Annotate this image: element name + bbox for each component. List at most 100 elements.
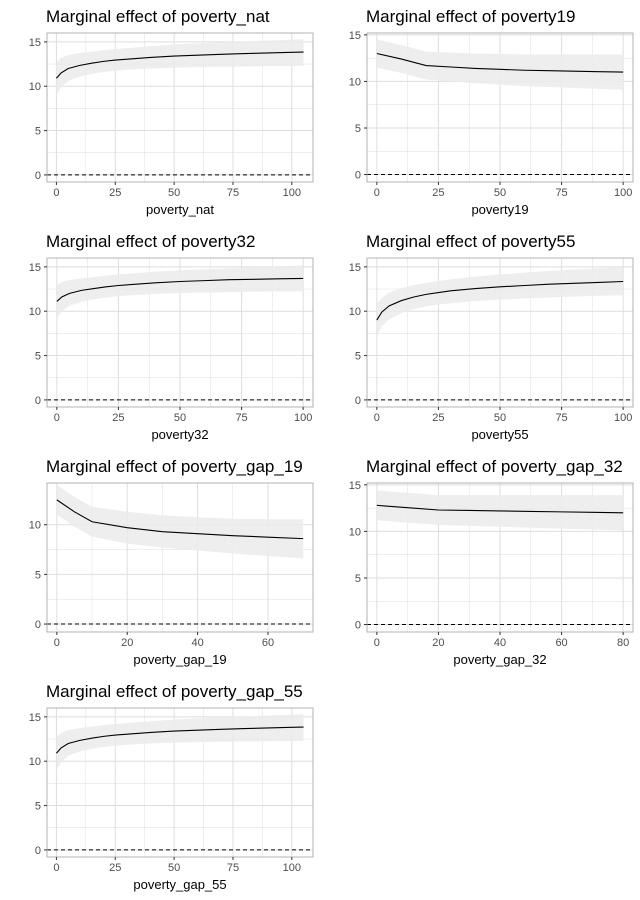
effect-line xyxy=(56,51,304,79)
x-tick-label: 100 xyxy=(283,187,301,199)
x-tick-label: 0 xyxy=(374,187,380,199)
x-tick-label: 60 xyxy=(555,637,567,649)
x-tick-label: 100 xyxy=(614,187,632,199)
y-tick-label: 5 xyxy=(35,801,41,813)
y-tick-label: 15 xyxy=(349,30,361,42)
y-tick-label: 0 xyxy=(355,395,361,407)
chart-svg: Marginal effect of poverty_gap_19 0 20 40 60… xyxy=(29,457,314,667)
y-tick-label: 5 xyxy=(355,573,361,585)
x-axis-title: poverty19 xyxy=(471,202,528,217)
x-tick-label: 25 xyxy=(109,862,121,874)
chart-panel-poverty-gap-19: Marginal effect of poverty_gap_19 0 20 40 60… xyxy=(0,450,320,675)
x-tick-label: 60 xyxy=(262,637,274,649)
y-tick-label: 15 xyxy=(29,712,41,724)
x-tick-label: 75 xyxy=(555,412,567,424)
y-tick-label: 10 xyxy=(29,756,41,768)
effect-line xyxy=(56,499,304,540)
x-tick-label: 75 xyxy=(227,862,239,874)
x-tick-label: 80 xyxy=(617,637,629,649)
x-tick-label: 0 xyxy=(374,637,380,649)
y-tick-label: 0 xyxy=(355,620,361,632)
x-tick-label: 100 xyxy=(294,412,312,424)
x-tick-label: 25 xyxy=(109,187,121,199)
effect-line xyxy=(376,280,624,321)
chart-svg: Marginal effect of poverty_gap_32 0 20 40 60… xyxy=(349,457,634,667)
x-axis-title: poverty_gap_55 xyxy=(133,877,226,892)
y-tick-label: 10 xyxy=(349,526,361,538)
y-tick-label: 0 xyxy=(35,845,41,857)
chart-title: Marginal effect of poverty_gap_19 xyxy=(46,457,303,476)
chart-panel-poverty32: Marginal effect of poverty32 0 25 50 75 100 0 5… xyxy=(0,225,320,450)
confidence-band xyxy=(376,39,624,90)
x-tick-label: 0 xyxy=(374,412,380,424)
x-tick-label: 100 xyxy=(614,412,632,424)
chart-title: Marginal effect of poverty_nat xyxy=(46,7,270,26)
x-tick-label: 0 xyxy=(53,187,59,199)
confidence-band xyxy=(56,484,304,559)
x-axis-title: poverty55 xyxy=(471,427,528,442)
effect-line xyxy=(376,52,624,73)
x-tick-label: 40 xyxy=(191,637,203,649)
y-tick-label: 10 xyxy=(29,520,41,532)
chart-svg: Marginal effect of poverty19 0 25 50 75 100 0 5… xyxy=(349,7,634,217)
x-tick-label: 25 xyxy=(112,412,124,424)
y-tick-label: 10 xyxy=(29,306,41,318)
x-tick-label: 75 xyxy=(555,187,567,199)
x-tick-label: 50 xyxy=(494,187,506,199)
x-tick-label: 0 xyxy=(53,862,59,874)
x-tick-label: 75 xyxy=(235,412,247,424)
chart-title: Marginal effect of poverty_gap_32 xyxy=(366,457,623,476)
chart-title: Marginal effect of poverty55 xyxy=(366,232,575,251)
y-tick-label: 10 xyxy=(349,306,361,318)
chart-title: Marginal effect of poverty_gap_55 xyxy=(46,682,303,701)
x-tick-label: 0 xyxy=(54,412,60,424)
x-tick-label: 100 xyxy=(283,862,301,874)
x-tick-label: 40 xyxy=(494,637,506,649)
y-tick-label: 5 xyxy=(35,569,41,581)
x-tick-label: 50 xyxy=(174,412,186,424)
panel-border xyxy=(46,482,314,633)
y-tick-label: 5 xyxy=(35,351,41,363)
y-tick-label: 0 xyxy=(35,619,41,631)
y-tick-label: 5 xyxy=(35,126,41,138)
x-tick-label: 50 xyxy=(168,862,180,874)
panel-border xyxy=(46,707,314,858)
x-tick-label: 20 xyxy=(432,637,444,649)
confidence-band xyxy=(56,265,304,319)
effect-line xyxy=(56,726,304,754)
effect-line xyxy=(56,277,304,302)
chart-panel-poverty19: Marginal effect of poverty19 0 25 50 75 100 0 5… xyxy=(320,0,640,225)
x-axis-title: poverty_nat xyxy=(146,202,214,217)
x-tick-label: 25 xyxy=(432,412,444,424)
x-tick-label: 0 xyxy=(54,637,60,649)
y-tick-label: 5 xyxy=(355,123,361,135)
y-tick-label: 10 xyxy=(349,76,361,88)
chart-panel-poverty-gap-32: Marginal effect of poverty_gap_32 0 20 40 60… xyxy=(320,450,640,675)
chart-svg: Marginal effect of poverty55 0 25 50 75 100 0 5… xyxy=(349,232,634,442)
x-tick-label: 50 xyxy=(494,412,506,424)
y-tick-label: 15 xyxy=(349,262,361,274)
y-tick-label: 15 xyxy=(29,37,41,49)
x-axis-title: poverty_gap_32 xyxy=(453,652,546,667)
x-tick-label: 75 xyxy=(227,187,239,199)
chart-svg: Marginal effect of poverty32 0 25 50 75 100 0 5… xyxy=(29,232,314,442)
x-axis-title: poverty32 xyxy=(151,427,208,442)
x-tick-label: 20 xyxy=(121,637,133,649)
effect-line xyxy=(376,504,624,514)
chart-title: Marginal effect of poverty32 xyxy=(46,232,255,251)
panel-border xyxy=(46,32,314,183)
y-tick-label: 0 xyxy=(355,170,361,182)
y-tick-label: 5 xyxy=(355,351,361,363)
chart-svg: Marginal effect of poverty_gap_550 25 50 75… xyxy=(29,682,314,892)
y-tick-label: 0 xyxy=(35,395,41,407)
chart-panel-poverty-gap-55: Marginal effect of poverty_gap_55 0 25 50 75… xyxy=(0,675,320,900)
y-tick-label: 15 xyxy=(349,480,361,492)
x-tick-label: 25 xyxy=(432,187,444,199)
chart-panel-poverty-nat: Marginal effect of poverty_nat 0 25 50 75 100… xyxy=(0,0,320,225)
x-tick-label: 50 xyxy=(168,187,180,199)
chart-panel-poverty55: Marginal effect of poverty55 0 25 50 75 100 0 5… xyxy=(320,225,640,450)
y-tick-label: 0 xyxy=(35,170,41,182)
x-axis-title: poverty_gap_19 xyxy=(133,652,226,667)
chart-title: Marginal effect of poverty19 xyxy=(366,7,575,26)
